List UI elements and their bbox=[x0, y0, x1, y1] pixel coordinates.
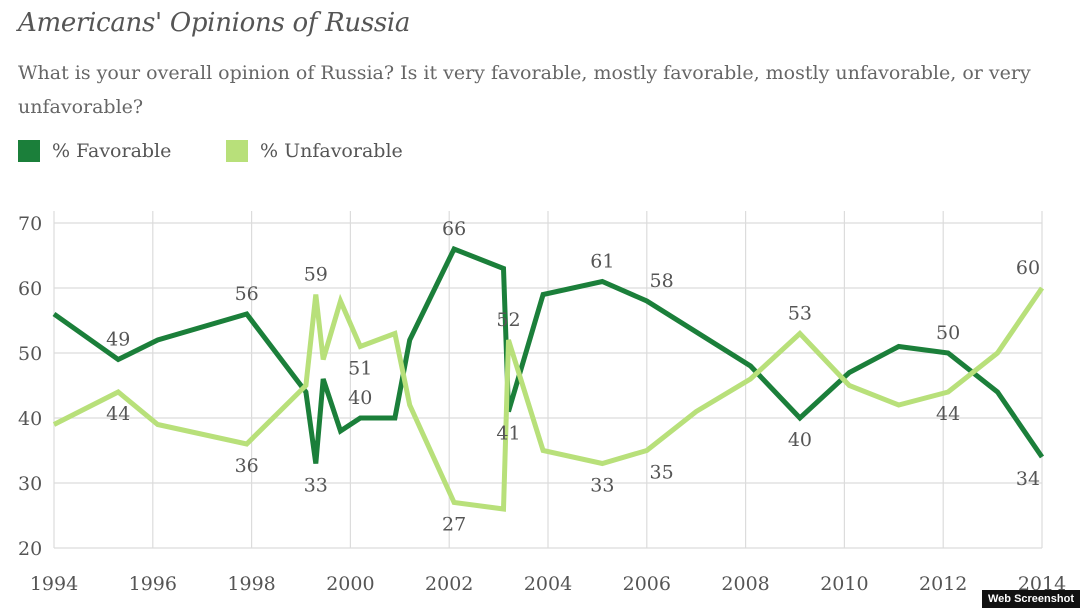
legend-item-favorable: % Favorable bbox=[18, 140, 171, 162]
data-label-favorable: 34 bbox=[1016, 468, 1040, 490]
legend-label-unfavorable: % Unfavorable bbox=[260, 140, 403, 162]
data-label-unfavorable: 60 bbox=[1016, 257, 1040, 279]
data-label-favorable: 41 bbox=[496, 423, 520, 445]
data-label-favorable: 40 bbox=[788, 429, 812, 451]
data-label-unfavorable: 51 bbox=[348, 358, 372, 380]
series-line-favorable bbox=[52, 245, 1045, 464]
data-label-favorable: 33 bbox=[304, 475, 328, 497]
data-label-favorable: 61 bbox=[590, 251, 614, 273]
data-label-favorable: 49 bbox=[106, 329, 130, 351]
data-label-unfavorable: 36 bbox=[235, 455, 259, 477]
data-label-unfavorable: 44 bbox=[106, 403, 130, 425]
y-tick-label: 50 bbox=[18, 343, 42, 365]
x-tick-label: 1994 bbox=[30, 573, 78, 595]
legend-label-favorable: % Favorable bbox=[52, 140, 172, 162]
x-tick-label: 2000 bbox=[326, 573, 374, 595]
data-label-favorable: 58 bbox=[650, 270, 674, 292]
y-tick-label: 60 bbox=[18, 278, 42, 300]
data-label-unfavorable: 53 bbox=[788, 303, 812, 325]
x-tick-label: 2004 bbox=[524, 573, 572, 595]
data-label-unfavorable: 52 bbox=[496, 309, 520, 331]
data-label-favorable: 40 bbox=[348, 387, 372, 409]
series-line-unfavorable bbox=[52, 286, 1045, 512]
watermark-badge: Web Screenshot bbox=[982, 590, 1080, 608]
data-label-unfavorable: 35 bbox=[650, 462, 674, 484]
data-label-favorable: 50 bbox=[936, 322, 960, 344]
x-tick-label: 2002 bbox=[425, 573, 473, 595]
legend-item-unfavorable: % Unfavorable bbox=[226, 140, 403, 162]
x-tick-label: 2014 bbox=[1018, 573, 1066, 595]
data-label-unfavorable: 27 bbox=[442, 514, 466, 536]
legend-swatch-unfavorable bbox=[226, 140, 248, 162]
data-label-favorable: 66 bbox=[442, 218, 466, 240]
x-tick-label: 1996 bbox=[129, 573, 177, 595]
x-tick-label: 2008 bbox=[721, 573, 769, 595]
data-label-unfavorable: 33 bbox=[590, 475, 614, 497]
x-tick-label: 2012 bbox=[919, 573, 967, 595]
x-tick-label: 2006 bbox=[623, 573, 671, 595]
data-label-unfavorable: 44 bbox=[936, 403, 960, 425]
legend-swatch-favorable bbox=[18, 140, 40, 162]
y-tick-label: 70 bbox=[18, 213, 42, 235]
x-tick-label: 2010 bbox=[820, 573, 868, 595]
y-tick-label: 40 bbox=[18, 408, 42, 430]
y-tick-label: 20 bbox=[18, 538, 42, 560]
data-label-unfavorable: 59 bbox=[304, 264, 328, 286]
data-label-favorable: 56 bbox=[235, 283, 259, 305]
x-tick-label: 1998 bbox=[227, 573, 275, 595]
chart-subtitle: What is your overall opinion of Russia? … bbox=[18, 62, 1031, 118]
chart-title: Americans' Opinions of Russia bbox=[18, 8, 411, 38]
y-tick-label: 30 bbox=[18, 473, 42, 495]
